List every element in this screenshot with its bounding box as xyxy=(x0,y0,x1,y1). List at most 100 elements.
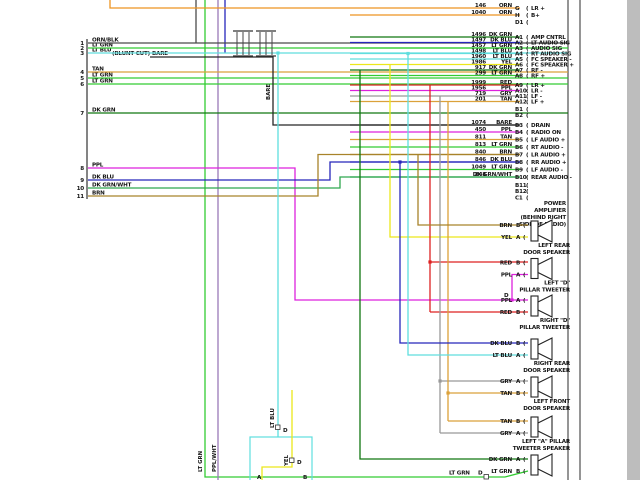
pin-bracket: ( xyxy=(526,153,529,159)
wire-color-label: LT GRN xyxy=(491,71,512,77)
speaker-cone-icon xyxy=(537,453,553,477)
speaker-cone-icon xyxy=(537,337,553,361)
speaker-name: RIGHT REAR xyxy=(534,361,571,367)
pin-function-label: LT AUDIO SIG xyxy=(531,41,570,47)
pin-label: H xyxy=(515,13,520,19)
inline-connector-icon xyxy=(483,474,489,480)
junction-dot xyxy=(438,379,442,383)
pin-label: A1 xyxy=(515,35,523,41)
pin-label: B12 xyxy=(515,189,527,195)
pin-bracket: ( xyxy=(526,41,529,47)
pin-number: 4 xyxy=(80,70,84,76)
pin-number: 1 xyxy=(80,41,84,47)
pin-label: B3 xyxy=(515,123,523,129)
pin-bracket: ( xyxy=(523,353,526,359)
wire-color-label: PPL xyxy=(501,273,513,279)
speaker-name: DOOR SPEAKER xyxy=(523,368,571,374)
pin-bracket: ( xyxy=(526,113,529,119)
wire-color-label: RED xyxy=(500,80,513,86)
pin-number: 8 xyxy=(80,166,84,172)
pin-bracket: ( xyxy=(526,6,529,12)
pin-label: G xyxy=(515,6,520,12)
pin-bracket: ( xyxy=(523,379,526,385)
wire-color-label: ORN xyxy=(499,3,513,9)
pin-label: B xyxy=(516,391,520,397)
inline-connector-label: D xyxy=(478,471,483,477)
speaker-body xyxy=(530,257,539,280)
pin-function-label: RT AUDIO - xyxy=(531,145,564,151)
pin-function-label: B+ xyxy=(531,13,540,19)
pin-label: A11 xyxy=(515,94,527,100)
speaker-name: PILLAR TWEETER xyxy=(519,325,571,331)
pin-bracket: ( xyxy=(523,310,526,316)
wire-number: 917 xyxy=(475,65,486,71)
junction-dot xyxy=(276,51,280,55)
pin-bracket: ( xyxy=(526,130,529,136)
pin-label: A xyxy=(516,273,521,279)
pin-function-label: AMP CNTRL xyxy=(531,35,566,41)
wire-color-label: BARE xyxy=(496,120,512,126)
pin-number: 2 xyxy=(80,46,84,52)
speaker-cone-icon xyxy=(537,256,553,281)
speaker-cone-icon xyxy=(537,219,553,243)
pin-label: D1 xyxy=(515,20,523,26)
wire-color-label: TAN xyxy=(500,97,512,103)
wire-color-label: LT GRN xyxy=(92,43,113,49)
junction-dot xyxy=(510,298,514,302)
wire-color-label: BRN xyxy=(499,223,512,229)
pin-label: A7 xyxy=(515,68,523,74)
pin-bracket: ( xyxy=(526,83,529,89)
page-right-margin xyxy=(627,0,640,480)
inline-connector-icon xyxy=(275,424,281,430)
speaker-cone-icon xyxy=(537,415,553,439)
pin-number: 6 xyxy=(80,82,84,88)
pin-label: B8 xyxy=(515,160,523,166)
wire-number: 201 xyxy=(475,97,486,103)
pin-label: B4 xyxy=(515,130,523,136)
wire-color-label-vertical: LT GRN xyxy=(198,450,204,472)
pin-bracket: ( xyxy=(526,138,529,144)
pin-function-label: DRAIN xyxy=(531,123,551,129)
wire-number: 450 xyxy=(475,127,486,133)
pin-bracket: ( xyxy=(526,68,529,74)
wire-color-label: YEL xyxy=(500,235,512,241)
wire-number: 719 xyxy=(475,91,486,97)
pin-bracket: ( xyxy=(526,46,529,52)
pin-function-label: LF AUDIO - xyxy=(531,168,564,174)
wire-yel-bottom xyxy=(261,390,293,480)
pin-bracket: ( xyxy=(526,89,529,95)
pin-label: B xyxy=(516,261,520,267)
wire-number: 1457 xyxy=(471,43,486,49)
wire-color-label: PPL xyxy=(92,163,104,169)
pin-bracket: ( xyxy=(526,13,529,19)
wire-yel xyxy=(389,64,528,238)
pin-bracket: ( xyxy=(526,74,529,80)
wire-color-label: LT GRN xyxy=(92,73,113,79)
pin-label: B xyxy=(516,223,520,229)
speaker-body xyxy=(530,454,539,476)
pin-label: A4 xyxy=(515,52,523,58)
wire-color-label: LT GRN xyxy=(92,79,113,85)
pin-label: A5 xyxy=(515,57,523,63)
wire-color-label-vertical: YEL xyxy=(284,454,290,467)
speaker-cone-icon xyxy=(537,375,553,399)
pin-function-label: REAR AUDIO - xyxy=(531,175,573,181)
wire-color-label: DK GRN xyxy=(489,457,513,463)
pin-label: B xyxy=(303,475,307,480)
pin-function-label: AUDIO SIG xyxy=(531,46,563,52)
wire-color-label: DK GRN/WHT xyxy=(473,172,513,178)
pin-function-label: RF + xyxy=(531,74,545,80)
wire-ppl xyxy=(511,273,528,300)
wire-number: 1960 xyxy=(471,54,486,60)
junction-dot xyxy=(446,391,450,395)
wire-brn xyxy=(88,153,520,197)
pin-bracket: ( xyxy=(526,100,529,106)
wire-number: 1049 xyxy=(471,165,486,171)
speaker-name: TWEETER SPEAKER xyxy=(513,446,571,452)
wire-number: 1498 xyxy=(471,49,486,55)
amplifier-title: AMPLIFIER xyxy=(534,208,567,214)
junction-dot xyxy=(428,260,432,264)
wire-brn xyxy=(417,154,528,226)
speaker-name: DOOR SPEAKER xyxy=(523,250,571,256)
